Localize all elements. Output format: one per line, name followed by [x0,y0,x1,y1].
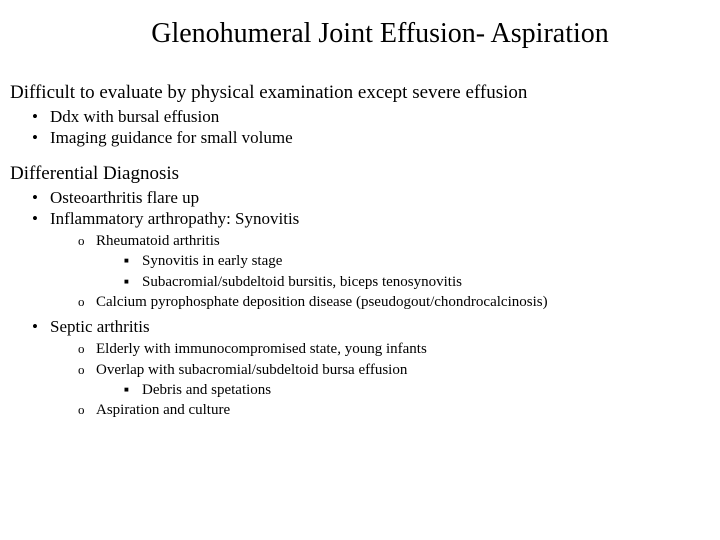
bullet-list: Debris and spetations [96,380,702,400]
slide: Glenohumeral Joint Effusion- Aspiration … [0,0,720,420]
list-item: Elderly with immunocompromised state, yo… [78,339,702,359]
list-item: Aspiration and culture [78,400,702,420]
bullet-list: Ddx with bursal effusion Imaging guidanc… [18,106,702,149]
slide-title: Glenohumeral Joint Effusion- Aspiration [58,18,702,50]
list-item-text: Rheumatoid arthritis [96,233,220,249]
list-item: Rheumatoid arthritis Synovitis in early … [78,231,702,292]
bullet-list: Rheumatoid arthritis Synovitis in early … [50,231,702,312]
list-item-text: Overlap with subacromial/subdeltoid burs… [96,362,407,378]
bullet-list: Elderly with immunocompromised state, yo… [50,339,702,420]
list-item-text: Inflammatory arthropathy: Synovitis [50,209,299,228]
list-item: Debris and spetations [124,380,702,400]
list-item: Calcium pyrophosphate deposition disease… [78,292,702,312]
bullet-list: Synovitis in early stage Subacromial/sub… [96,251,702,292]
list-item: Synovitis in early stage [124,251,702,271]
list-item: Overlap with subacromial/subdeltoid burs… [78,360,702,401]
list-item: Inflammatory arthropathy: Synovitis Rheu… [32,208,702,312]
bullet-list: Osteoarthritis flare up Inflammatory art… [18,187,702,421]
section-heading: Differential Diagnosis [10,163,702,185]
list-item-text: Septic arthritis [50,317,150,336]
list-item: Ddx with bursal effusion [32,106,702,127]
section-heading: Difficult to evaluate by physical examin… [10,82,702,104]
list-item: Osteoarthritis flare up [32,187,702,208]
list-item: Imaging guidance for small volume [32,127,702,148]
list-item: Subacromial/subdeltoid bursitis, biceps … [124,272,702,292]
list-item: Septic arthritis Elderly with immunocomp… [32,316,702,420]
